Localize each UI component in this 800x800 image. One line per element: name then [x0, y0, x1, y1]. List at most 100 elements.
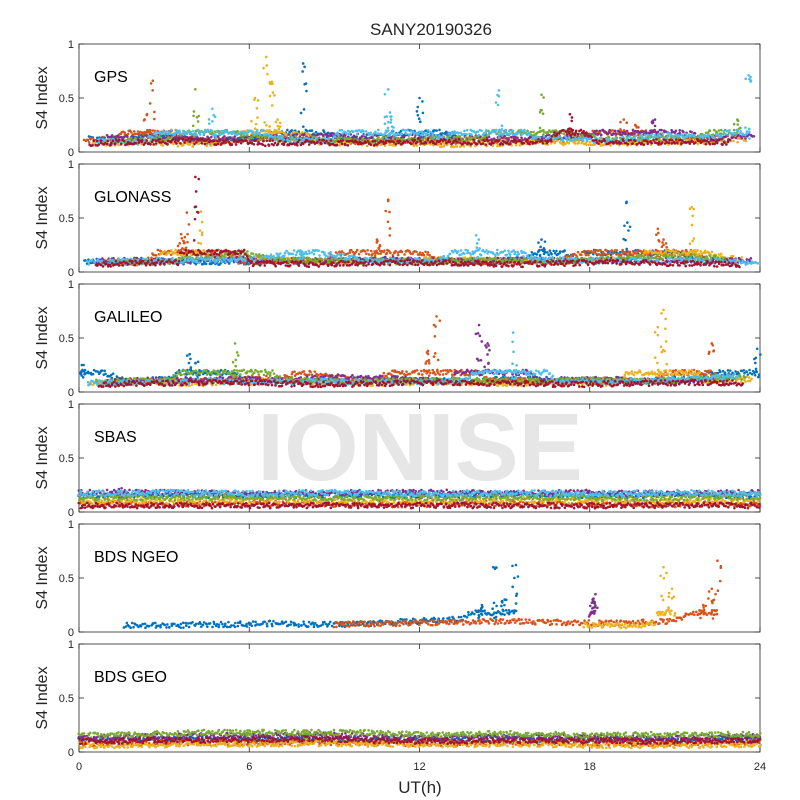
data-point — [579, 128, 583, 132]
data-point — [262, 139, 265, 143]
data-point — [447, 132, 451, 135]
data-point — [448, 134, 452, 138]
data-point — [595, 129, 598, 133]
data-point — [132, 130, 136, 133]
data-point — [666, 135, 669, 139]
data-point — [652, 138, 655, 142]
data-point — [188, 140, 192, 143]
data-point — [161, 144, 165, 147]
data-point — [599, 248, 602, 252]
data-point — [620, 141, 623, 145]
data-point — [99, 141, 103, 145]
data-point — [375, 238, 379, 241]
data-point — [417, 117, 421, 121]
data-point — [685, 135, 689, 138]
data-point — [182, 133, 185, 136]
data-point — [163, 250, 166, 253]
data-point — [509, 132, 512, 135]
data-point — [271, 91, 275, 94]
data-point — [264, 55, 268, 59]
data-point — [195, 141, 198, 144]
data-point — [301, 62, 305, 65]
data-point — [421, 111, 425, 115]
data-point — [497, 133, 501, 137]
data-point — [302, 125, 305, 128]
data-point — [404, 132, 408, 136]
data-point — [538, 126, 542, 130]
data-point — [136, 130, 140, 133]
data-point — [715, 141, 719, 145]
data-point — [564, 136, 568, 140]
data-point — [734, 132, 738, 135]
data-point — [558, 135, 561, 138]
data-point — [182, 239, 185, 243]
data-point — [254, 139, 258, 142]
data-point — [448, 140, 452, 143]
data-point — [308, 138, 311, 141]
data-point — [387, 120, 390, 124]
data-point — [530, 251, 534, 254]
data-point — [496, 103, 500, 107]
data-point — [375, 241, 379, 244]
data-point — [400, 132, 404, 136]
data-point — [543, 240, 547, 243]
data-point — [210, 135, 213, 139]
data-point — [500, 124, 504, 128]
data-point — [507, 138, 510, 141]
data-point — [322, 138, 325, 142]
data-point — [177, 249, 181, 252]
data-point — [646, 142, 650, 146]
data-point — [553, 131, 556, 134]
data-point — [92, 139, 96, 143]
data-point — [622, 118, 626, 121]
data-point — [190, 132, 193, 135]
data-point — [177, 138, 181, 141]
data-point — [615, 139, 618, 143]
data-point — [270, 80, 274, 84]
data-point — [318, 138, 321, 142]
data-point — [122, 139, 126, 143]
data-point — [337, 133, 340, 137]
data-point — [366, 140, 370, 143]
data-point — [163, 136, 167, 139]
data-point — [389, 251, 392, 255]
data-point — [178, 131, 181, 134]
data-point — [667, 141, 671, 145]
data-point — [611, 132, 615, 135]
data-point — [653, 118, 657, 121]
data-point — [475, 142, 479, 146]
data-point — [149, 131, 152, 134]
data-point — [143, 141, 147, 145]
data-point — [322, 130, 326, 134]
data-point — [268, 128, 271, 132]
data-point — [547, 253, 550, 257]
data-point — [554, 129, 557, 132]
data-point — [244, 139, 248, 142]
data-point — [571, 132, 575, 135]
data-point — [287, 133, 290, 136]
data-point — [255, 129, 259, 132]
data-point — [388, 234, 392, 237]
data-point — [582, 129, 585, 133]
data-point — [439, 142, 443, 146]
data-point — [444, 138, 447, 142]
data-point — [400, 250, 404, 254]
data-point — [357, 252, 361, 256]
data-point — [724, 132, 727, 136]
data-point — [483, 139, 486, 143]
data-point — [152, 143, 155, 146]
data-point — [745, 130, 749, 133]
data-point — [290, 136, 294, 139]
data-point — [207, 118, 211, 121]
data-point — [192, 114, 195, 118]
data-point — [662, 238, 665, 241]
data-point — [658, 240, 661, 243]
data-point — [365, 144, 369, 148]
data-point — [550, 134, 554, 138]
y-tick-label: 0.5 — [59, 213, 74, 225]
data-point — [453, 135, 456, 139]
data-point — [211, 120, 214, 123]
data-point — [707, 133, 710, 136]
data-point — [437, 137, 440, 141]
data-point — [181, 137, 185, 141]
